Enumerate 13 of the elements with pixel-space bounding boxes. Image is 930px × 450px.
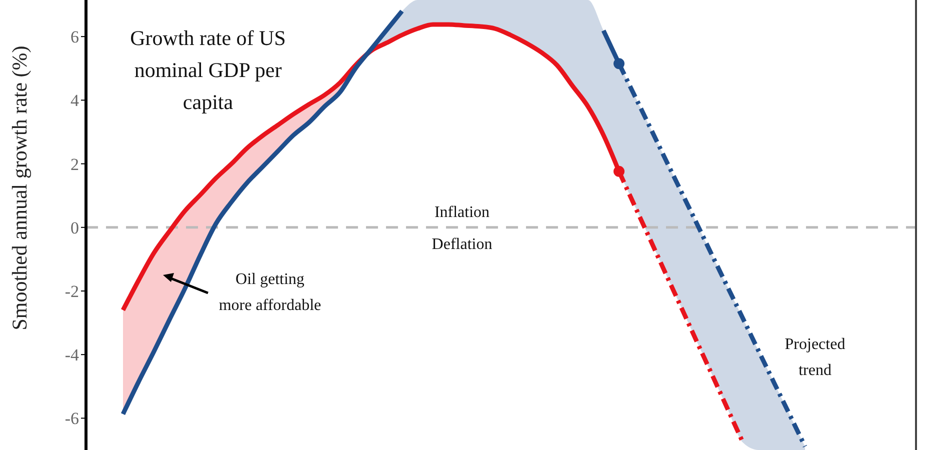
y-axis-title: Smoothed annual growth rate (%) (7, 46, 32, 330)
annotation: Growth rate of US nominal GDP per capita (130, 25, 286, 116)
annotation: Oil getting more affordable (218, 270, 322, 316)
y-tick-label: 6 (70, 28, 79, 47)
y-tick-label: -4 (64, 346, 80, 365)
annotation: Inflation (433, 203, 491, 223)
y-tick-label: 0 (70, 218, 79, 238)
annotation: Deflation (430, 235, 494, 255)
y-tick-label: 4 (70, 91, 80, 110)
y-tick-label: -2 (64, 282, 79, 302)
y-tick-label: 2 (70, 154, 79, 174)
y-tick-label: -6 (64, 409, 79, 428)
annotation: Projected trend (784, 335, 846, 381)
